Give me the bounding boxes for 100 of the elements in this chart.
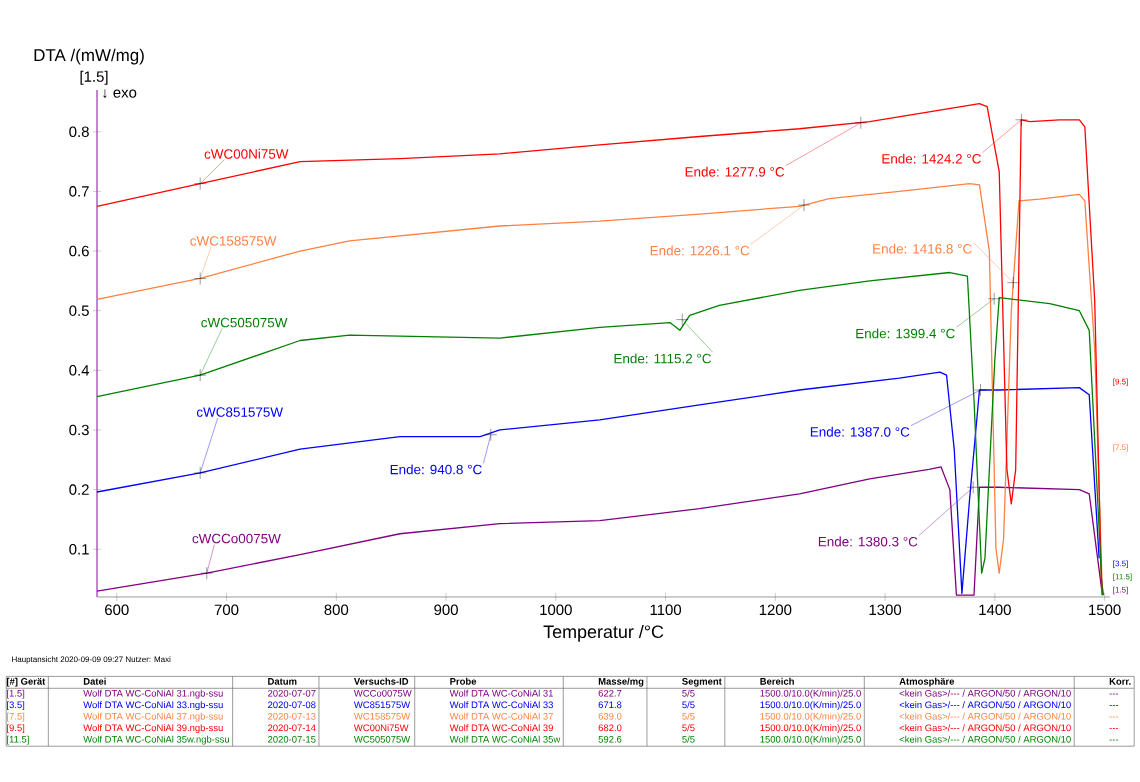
text: Versuchs-ID <box>353 677 409 685</box>
text: [1.5] <box>7 689 25 699</box>
y-tick-label: 0.4 <box>69 365 90 376</box>
x-tick-label: 600 <box>105 604 129 616</box>
line-series <box>96 371 1100 595</box>
annotation: Ende: 1115.2 °C <box>614 353 711 364</box>
text: Wolf DTA WC-CoNiAl 33.ngb-ssu <box>83 701 223 711</box>
text: 592.6 <box>598 735 622 743</box>
annotation: Ende: 1277.9 °C <box>685 166 785 177</box>
text: 2020-07-13 <box>268 712 316 720</box>
text: 5/5 <box>682 712 695 720</box>
text: WC505075W <box>353 735 411 743</box>
text: <kein Gas>/--- / ARGON/50 / ARGON/10 <box>899 735 1071 743</box>
text: Wolf DTA WC-CoNiAl 35w.ngb-ssu <box>83 735 229 745</box>
text: WC851575W <box>353 701 411 709</box>
annotation: Ende: 1424.2 °C <box>882 153 981 164</box>
text: [11.5] <box>7 735 29 745</box>
annotation: Ende: 940.8 °C <box>390 464 482 475</box>
series-label: cWC00Ni75W <box>204 148 289 159</box>
text: <kein Gas>/--- / ARGON/50 / ARGON/10 <box>899 701 1071 709</box>
annotation: ↓ exo <box>103 89 137 99</box>
series-label: cWCCo0075W <box>192 533 281 544</box>
text: 671.8 <box>598 701 622 709</box>
text: 1500.0/10.0(K/min)/25.0 <box>760 689 861 699</box>
text: Masse/mg <box>598 677 644 687</box>
text: 1500.0/10.0(K/min)/25.0 <box>760 735 861 745</box>
x-tick-label: 1400 <box>979 604 1011 616</box>
text: [1.5] <box>80 70 108 85</box>
y-tick-label: 0.5 <box>69 305 89 316</box>
y-tick-label: 0.2 <box>69 484 89 495</box>
text: --- <box>1109 716 1119 718</box>
text: Atmosphäre <box>899 677 955 687</box>
y-axis-title: DTA /(mW/mg) <box>34 48 144 65</box>
text: 639.0 <box>598 712 622 720</box>
text: Bereich <box>760 677 794 685</box>
x-axis-title: Temperatur /°C <box>543 624 664 642</box>
text: Wolf DTA WC-CoNiAl 35w <box>449 735 561 743</box>
text: <kein Gas>/--- / ARGON/50 / ARGON/10 <box>899 724 1071 732</box>
annotation: Ende: 1399.4 °C <box>856 328 955 339</box>
text: Wolf DTA WC-CoNiAl 33 <box>449 701 553 709</box>
text: WC00Ni75W <box>353 724 409 732</box>
text: 5/5 <box>682 724 695 732</box>
line-series <box>96 466 1104 596</box>
series-label: cWC505075W <box>201 317 288 328</box>
text: Wolf DTA WC-CoNiAl 37 <box>449 712 553 720</box>
text: 1500.0/10.0(K/min)/25.0 <box>760 701 861 710</box>
x-tick-label: 1500 <box>1089 604 1121 616</box>
text: <kein Gas>/--- / ARGON/50 / ARGON/10 <box>899 689 1071 697</box>
text: Probe <box>450 677 477 685</box>
text: 5/5 <box>682 701 695 709</box>
y-tick-label: 0.6 <box>69 245 89 257</box>
text: [3.5] <box>7 701 25 711</box>
y-tick-label: 0.3 <box>69 424 89 436</box>
annotation: Ende: 1387.0 °C <box>810 426 910 437</box>
text: [#] Gerät <box>6 677 46 687</box>
annotation: Ende: 1380.3 °C <box>818 536 918 547</box>
x-tick-label: 800 <box>324 604 349 616</box>
line-series <box>96 271 1104 596</box>
y-tick-label: 0.8 <box>69 126 89 138</box>
text: Wolf DTA WC-CoNiAl 31.ngb-ssu <box>83 689 223 699</box>
text: WCCo0075W <box>353 689 412 697</box>
text: --- <box>1109 728 1119 729</box>
text: Datum <box>268 678 297 685</box>
text: Wolf DTA WC-CoNiAl 31 <box>449 689 553 697</box>
x-tick-label: 700 <box>214 604 239 616</box>
text: Korr. <box>1109 678 1131 685</box>
annotation: Ende: 1416.8 °C <box>873 243 972 254</box>
text: 2020-07-15 <box>268 735 316 743</box>
y-tick-label: 0.7 <box>69 186 89 197</box>
series-label: cWC158575W <box>190 236 277 246</box>
text: --- <box>1109 693 1119 695</box>
text: Wolf DTA WC-CoNiAl 39 <box>449 724 553 732</box>
text: <kein Gas>/--- / ARGON/50 / ARGON/10 <box>899 712 1071 720</box>
text: --- <box>1109 739 1119 741</box>
text: 2020-07-08 <box>268 701 316 709</box>
text: 5/5 <box>682 735 695 743</box>
text: 1500.0/10.0(K/min)/25.0 <box>760 724 861 734</box>
annotation: Ende: 1226.1 °C <box>650 245 750 256</box>
text: Datei <box>83 677 106 685</box>
text: 5/5 <box>682 689 695 697</box>
text: --- <box>1109 705 1119 706</box>
text: [9.5] <box>7 724 25 734</box>
text: 682.0 <box>598 724 622 732</box>
line-series <box>96 103 1105 596</box>
text: Wolf DTA WC-CoNiAl 37.ngb-ssu <box>83 712 223 722</box>
text: [7.5] <box>7 712 25 722</box>
x-tick-label: 1200 <box>759 604 792 616</box>
text: Wolf DTA WC-CoNiAl 39.ngb-ssu <box>83 724 223 734</box>
text: cWC851575W <box>196 407 283 417</box>
x-tick-label: 1000 <box>540 604 572 616</box>
x-tick-label: 1100 <box>650 604 682 616</box>
text: WC158575W <box>353 712 411 720</box>
text: 622.7 <box>598 689 622 697</box>
text: 2020-07-07 <box>268 689 316 697</box>
y-tick-label: 0.1 <box>69 543 89 555</box>
text: 2020-07-14 <box>268 724 316 732</box>
text: 1500.0/10.0(K/min)/25.0 <box>760 712 861 722</box>
text: Segment <box>682 678 722 687</box>
x-tick-label: 1300 <box>869 604 902 616</box>
x-tick-label: 900 <box>434 604 458 616</box>
